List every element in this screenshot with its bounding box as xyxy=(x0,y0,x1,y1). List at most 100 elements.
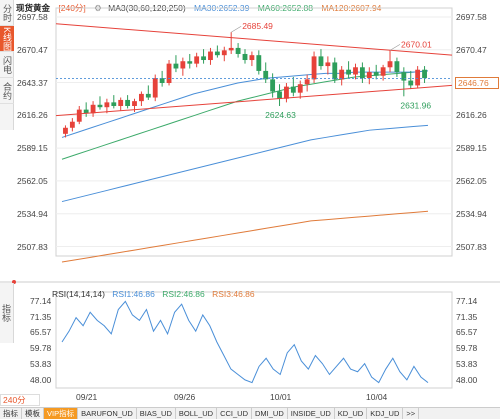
bottom-tab[interactable]: DMI_UD xyxy=(252,408,288,419)
candle-body xyxy=(221,50,227,56)
bottom-tab[interactable]: BOLL_UD xyxy=(176,408,218,419)
ma30-line xyxy=(61,70,429,138)
rsi-tick-label: 53.83 xyxy=(456,359,478,370)
date-label: 09/21 xyxy=(76,392,98,402)
price-tick-label: 2697.58 xyxy=(456,11,487,22)
candle-body xyxy=(353,67,358,75)
upper-trendline xyxy=(55,23,453,56)
candle-body xyxy=(304,79,310,85)
tab-kline[interactable]: K线图 xyxy=(0,26,14,52)
rsi-tick-label: 59.78 xyxy=(456,343,478,353)
bottom-tab-more[interactable]: >> xyxy=(403,408,420,419)
candle-body xyxy=(311,56,317,80)
price-tick-label: 2643.37 xyxy=(17,77,48,88)
candle-body xyxy=(111,102,117,106)
candle-body xyxy=(422,69,427,79)
tab-timeshare[interactable]: 分时图 xyxy=(0,0,14,26)
candle-body xyxy=(277,91,282,99)
candle-body xyxy=(194,56,200,64)
rsi-tick-label: 65.57 xyxy=(30,327,52,338)
candle-body xyxy=(166,63,172,84)
bottom-tab[interactable]: CCI_UD xyxy=(217,408,252,419)
candle-body xyxy=(346,69,352,75)
indicator-tab[interactable]: 指标 xyxy=(0,283,14,343)
candle-body xyxy=(270,79,276,92)
bottom-tab-vip[interactable]: VIP指标 xyxy=(44,408,79,419)
candle-body xyxy=(235,47,241,54)
price-tick-label: 2616.26 xyxy=(456,110,487,121)
candle-body xyxy=(159,78,165,84)
candle-body xyxy=(69,121,75,128)
price-tick-label: 2697.58 xyxy=(17,11,48,22)
candle-body xyxy=(104,102,110,108)
candle-body xyxy=(415,69,421,86)
price-tick-label: 2534.94 xyxy=(456,208,487,219)
rsi-tick-label: 48.00 xyxy=(456,374,478,385)
candle-body xyxy=(290,86,296,93)
bottom-tab[interactable]: 模板 xyxy=(22,408,44,419)
candle-body xyxy=(83,109,89,114)
date-label: 10/01 xyxy=(270,392,292,402)
indicator-tab-bar: 指标 模板 VIP指标 BARUFON_UD BIAS_UD BOLL_UD CCI_UD D… xyxy=(0,407,500,419)
candle-body xyxy=(118,99,124,106)
candle-body xyxy=(180,61,186,69)
candle-body xyxy=(339,69,345,80)
candle-body xyxy=(208,51,213,61)
bottom-tab[interactable]: INSIDE_UD xyxy=(288,408,335,419)
ma120-line xyxy=(61,124,429,203)
view-tabs: 分时图 K线图 闪电图 合约资料 xyxy=(0,0,14,130)
bottom-tab[interactable]: 指标 xyxy=(0,408,22,419)
candle-body xyxy=(408,80,414,86)
rsi-tick-label: 53.83 xyxy=(30,359,52,370)
tab-contract-info[interactable]: 合约资料 xyxy=(0,78,14,104)
candle-body xyxy=(297,84,303,93)
price-tick-label: 2534.94 xyxy=(17,208,48,219)
rsi-tick-label: 77.14 xyxy=(30,296,52,307)
date-label: 10/04 xyxy=(366,392,388,402)
period-select[interactable]: 240分 xyxy=(0,394,40,406)
instrument-title: 现货黄金 xyxy=(16,3,51,13)
price-tick-label: 2507.83 xyxy=(17,241,48,252)
rsi-line xyxy=(61,300,429,384)
candle-body xyxy=(394,61,400,73)
price-tick-label: 2562.05 xyxy=(17,175,48,186)
candle-body xyxy=(318,56,324,67)
candle-body xyxy=(138,93,144,102)
price-tick-label: 2616.26 xyxy=(17,110,48,121)
bottom-tab[interactable]: BARUFON_UD xyxy=(78,408,137,419)
price-tick-label: 2670.47 xyxy=(17,44,48,55)
candle-body xyxy=(90,104,96,114)
price-tick-label: 2562.05 xyxy=(456,175,487,186)
candle-body xyxy=(332,62,338,80)
bottom-tab[interactable]: BIAS_UD xyxy=(137,408,176,419)
lower-trendline xyxy=(55,84,453,117)
candle-body xyxy=(249,55,255,61)
candle-body xyxy=(214,51,220,56)
rsi-plot-frame xyxy=(55,291,453,389)
bottom-tab[interactable]: KD_UD xyxy=(335,408,368,419)
bottom-tab[interactable]: KDJ_UD xyxy=(367,408,404,419)
candle-body xyxy=(173,63,179,69)
candle-body xyxy=(63,127,68,134)
rsi1-value: RSI1:46.86 xyxy=(112,289,155,299)
main-plot-frame xyxy=(55,7,453,257)
candle-body xyxy=(132,101,137,106)
candle-body xyxy=(228,47,234,51)
rsi3-value: RSI3:46.86 xyxy=(212,289,255,299)
candle-body xyxy=(145,93,151,98)
candle-body xyxy=(125,99,131,106)
tab-flash[interactable]: 闪电图 xyxy=(0,52,14,78)
candle-body xyxy=(401,72,407,81)
candle-body xyxy=(359,67,365,79)
candle-body xyxy=(97,104,103,108)
price-tick-label: 2589.15 xyxy=(17,143,48,154)
price-tick-label: 2589.15 xyxy=(456,143,487,154)
rsi-tick-label: 71.35 xyxy=(30,311,52,322)
rsi-tick-label: 59.78 xyxy=(30,343,52,353)
candle-body xyxy=(201,56,206,61)
high-annotation: 2670.01 xyxy=(401,39,432,49)
high-annotation: 2685.49 xyxy=(242,21,273,31)
candle-body xyxy=(387,61,393,68)
